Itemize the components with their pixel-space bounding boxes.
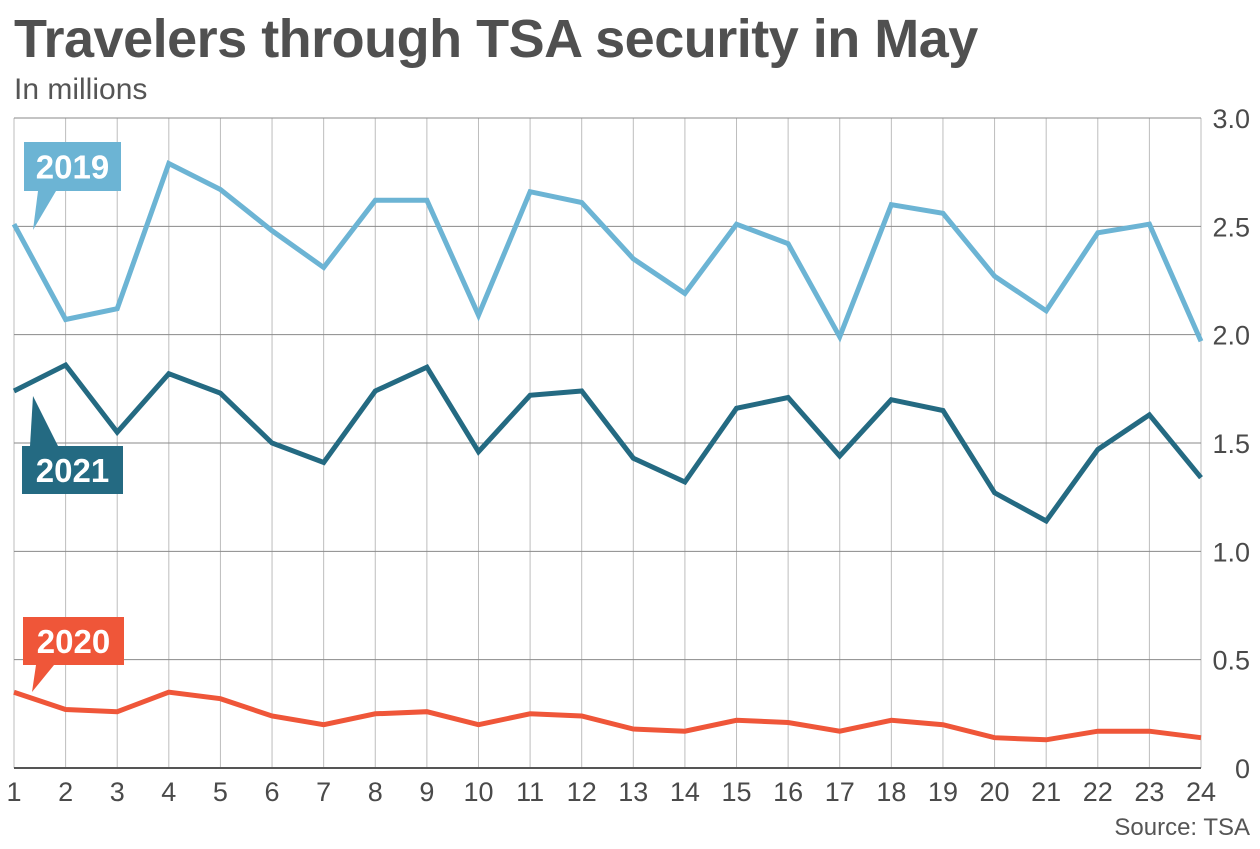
x-tick-label: 10 [463,777,493,807]
chart-title: Travelers through TSA security in May [14,9,978,69]
x-tick-label: 23 [1134,777,1164,807]
x-tick-label: 5 [213,777,228,807]
series-line-2021 [12,361,1203,525]
x-tick-label: 1 [6,777,21,807]
x-tick-label: 12 [567,777,597,807]
y-tick-label: 3.0 [1212,104,1250,134]
label-box [22,446,123,494]
label-pointer [32,665,54,692]
series-label-text: 2020 [37,623,110,660]
x-tick-label: 21 [1031,777,1061,807]
series-line-2020 [13,689,1202,743]
series-label-2021: 2021 [22,396,123,494]
x-tick-label: 18 [876,777,906,807]
source-note: Source: TSA [1114,814,1250,841]
axis-tick-labels: 3.02.52.01.51.00.501 2 3 4 5 6 7 8 9 10 11 12 13 14 15… [6,104,1250,807]
y-tick-label: 2.5 [1212,212,1250,242]
x-tick-label: 13 [618,777,648,807]
x-tick-label: 2 [58,777,73,807]
x-tick-label: 3 [110,777,125,807]
label-box [24,142,121,191]
x-tick-label: 20 [980,777,1010,807]
grid-lines [13,117,1202,769]
x-tick-label: 8 [368,777,383,807]
y-tick-label: 0 [1235,754,1250,784]
series-label-text: 2021 [36,452,109,489]
series-lines [11,159,1204,743]
label-pointer [33,191,56,230]
x-tick-label: 16 [773,777,803,807]
x-tick-label: 22 [1083,777,1113,807]
x-tick-label: 4 [161,777,176,807]
chart-subtitle: In millions [14,73,148,106]
label-box [23,617,124,665]
y-tick-label: 2.0 [1212,321,1250,351]
y-tick-label: 1.5 [1212,429,1250,459]
series-line-2019 [11,159,1204,343]
label-pointer [30,396,58,446]
x-tick-label: 14 [670,777,700,807]
x-tick-label: 9 [419,777,434,807]
series-label-2019: 2019 [24,142,121,230]
x-tick-label: 11 [516,777,544,807]
series-label-2020: 2020 [23,617,124,692]
series-label-text: 2019 [36,149,109,186]
y-tick-label: 0.5 [1212,646,1250,676]
series-labels: 2019 2021 2020 [22,142,124,692]
y-tick-label: 1.0 [1212,537,1250,567]
x-tick-label: 7 [316,777,331,807]
x-tick-label: 19 [928,777,958,807]
x-tick-label: 15 [721,777,751,807]
x-tick-label: 17 [825,777,855,807]
x-tick-label: 6 [265,777,280,807]
x-tick-label: 24 [1186,777,1216,807]
